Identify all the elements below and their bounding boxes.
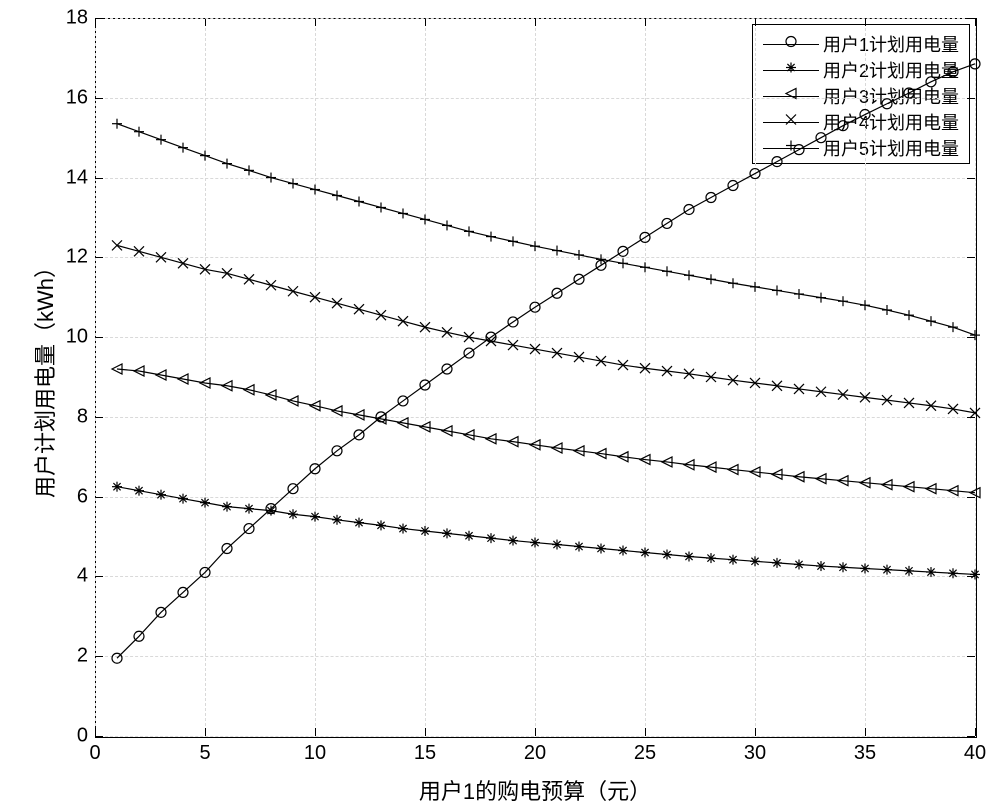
legend-label: 用户5计划用电量 [823,135,959,161]
y-tick-label: 2 [43,645,88,668]
x-tick-label: 25 [634,742,656,765]
y-tick-label: 10 [43,326,88,349]
x-tick-label: 0 [89,742,100,765]
legend-label: 用户2计划用电量 [823,57,959,83]
x-tick-label: 30 [744,742,766,765]
x-tick-label: 10 [304,742,326,765]
y-tick-label: 12 [43,246,88,269]
legend-label: 用户4计划用电量 [823,109,959,135]
chart-container: 用户计划用电量（kWh） 用户1的购电预算（元） 用户1计划用电量用户2计划用电… [0,0,1000,809]
y-tick-label: 0 [43,725,88,748]
legend-row: 用户1计划用电量 [763,31,959,57]
y-tick-label: 18 [43,7,88,30]
x-tick-label: 40 [964,742,986,765]
x-tick-label: 20 [524,742,546,765]
y-tick-label: 8 [43,405,88,428]
x-axis-label: 用户1的购电预算（元） [419,774,651,806]
legend-label: 用户1计划用电量 [823,31,959,57]
x-tick-label: 35 [854,742,876,765]
legend-row: 用户5计划用电量 [763,135,959,161]
y-tick-label: 16 [43,86,88,109]
y-tick-label: 4 [43,565,88,588]
x-tick-label: 15 [414,742,436,765]
legend-row: 用户4计划用电量 [763,109,959,135]
y-tick-label: 14 [43,166,88,189]
x-tick-label: 5 [199,742,210,765]
y-tick-label: 6 [43,485,88,508]
legend-row: 用户2计划用电量 [763,57,959,83]
legend: 用户1计划用电量用户2计划用电量用户3计划用电量用户4计划用电量用户5计划用电量 [752,24,970,164]
y-axis-label: 用户计划用电量（kWh） [28,256,60,498]
legend-row: 用户3计划用电量 [763,83,959,109]
legend-label: 用户3计划用电量 [823,83,959,109]
